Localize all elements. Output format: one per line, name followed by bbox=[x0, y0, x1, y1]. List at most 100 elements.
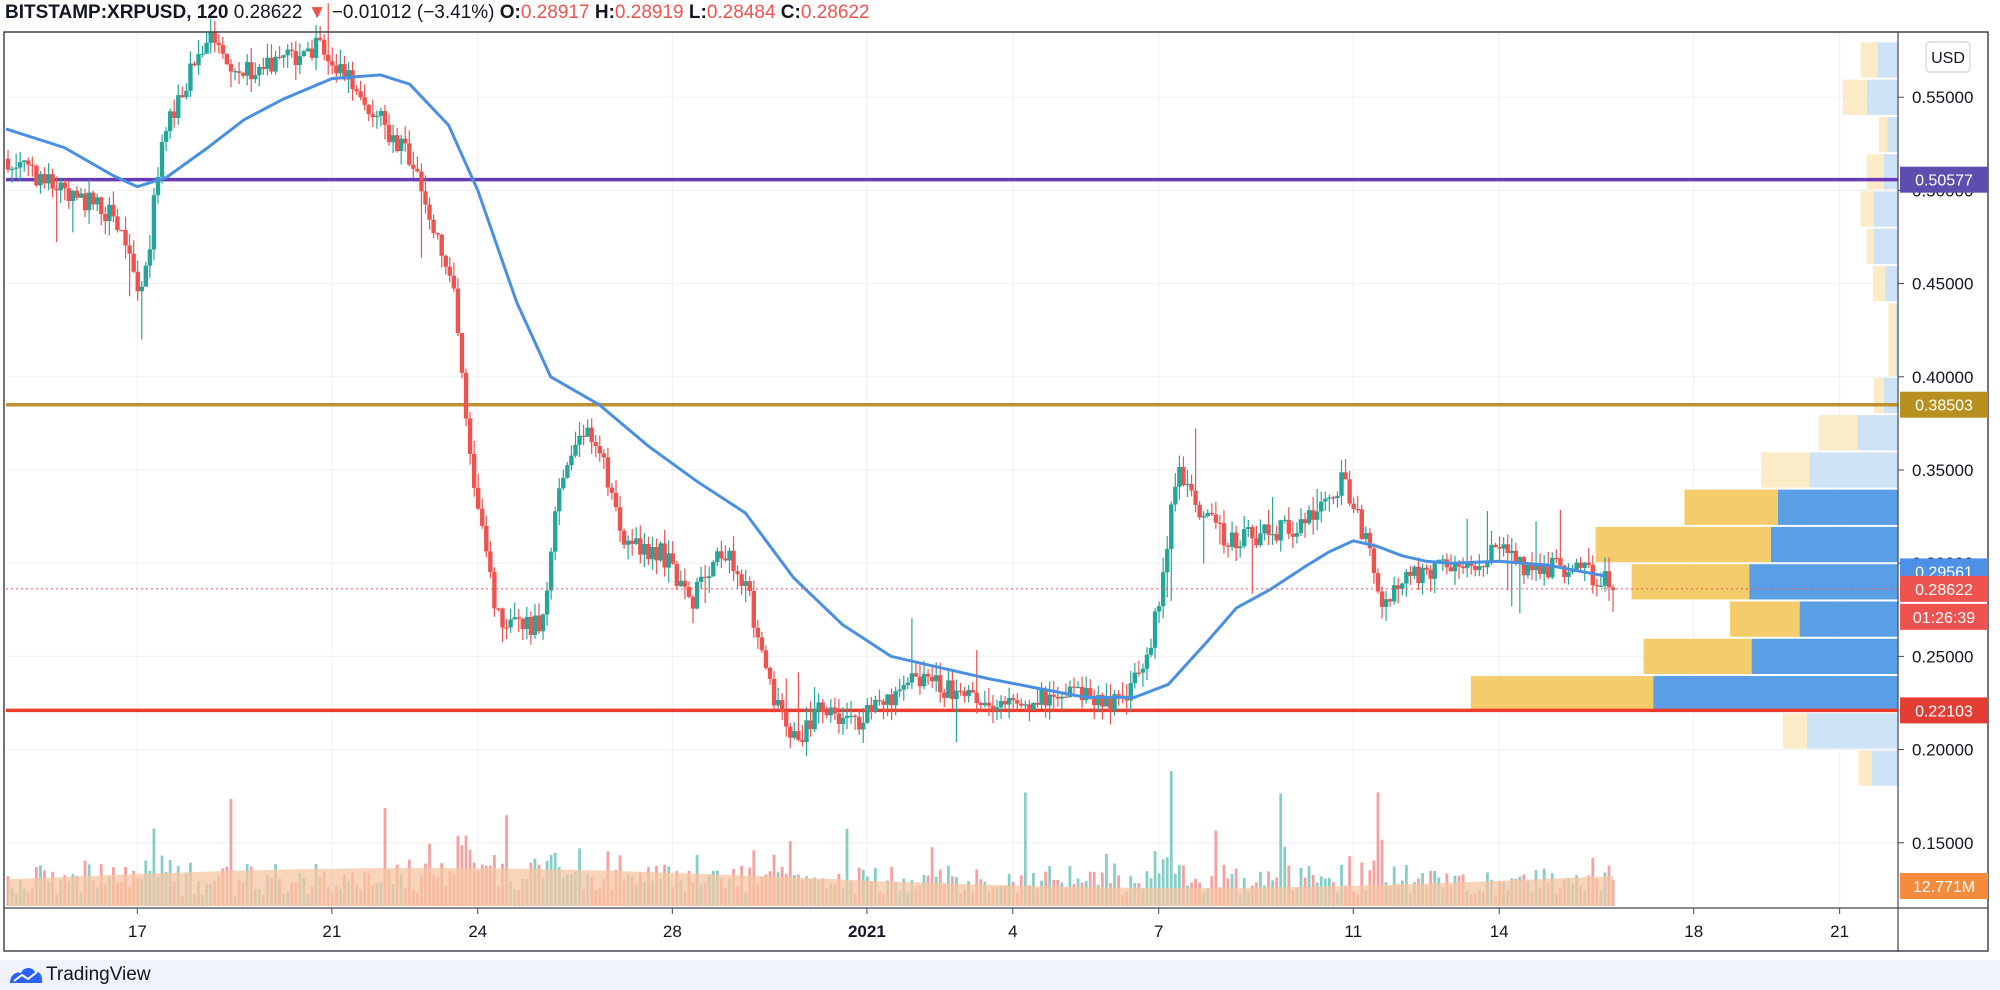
candle-body bbox=[42, 174, 47, 184]
candle-body bbox=[131, 253, 136, 272]
volume-profile-up bbox=[1684, 489, 1778, 525]
y-tick-label: 0.35000 bbox=[1912, 461, 1973, 480]
volume-bar bbox=[788, 841, 792, 906]
candle-body bbox=[1262, 524, 1267, 534]
volume-bar bbox=[1113, 863, 1116, 906]
candle-body bbox=[1047, 694, 1052, 706]
candle-body bbox=[1416, 566, 1421, 584]
candle-body bbox=[690, 596, 696, 609]
candle-body bbox=[1177, 466, 1182, 487]
candle-body bbox=[228, 64, 234, 72]
candle-body bbox=[727, 550, 732, 561]
candle-body bbox=[236, 71, 242, 73]
candle-body bbox=[702, 576, 708, 579]
candle-body bbox=[1541, 565, 1547, 574]
candle-body bbox=[1594, 585, 1600, 587]
level-price-label-bg bbox=[1900, 391, 1988, 418]
candle-body bbox=[484, 525, 489, 552]
candle-body bbox=[273, 56, 278, 72]
candle-body bbox=[642, 544, 647, 555]
candle-body bbox=[869, 704, 874, 712]
x-tick-label: 21 bbox=[1830, 922, 1849, 941]
volume-value-label-bg bbox=[1900, 873, 1988, 899]
candle-body bbox=[269, 57, 274, 72]
y-tick-label: 0.55000 bbox=[1912, 88, 1973, 107]
y-tick-label: 0.20000 bbox=[1912, 741, 1973, 760]
volume-profile-up bbox=[1860, 191, 1874, 227]
candle-body bbox=[321, 39, 327, 55]
y-tick-label: 0.40000 bbox=[1912, 368, 1973, 387]
price-chart[interactable]: 0.550000.500000.450000.400000.350000.300… bbox=[0, 0, 2000, 960]
candle-body bbox=[634, 538, 639, 544]
candle-body bbox=[475, 487, 481, 509]
candle-body bbox=[289, 49, 294, 52]
candle-body bbox=[370, 114, 376, 118]
volume-bar bbox=[1153, 851, 1157, 906]
volume-profile-down bbox=[1770, 526, 1898, 563]
candle-body bbox=[893, 691, 898, 706]
candle-body bbox=[1011, 697, 1016, 701]
candle-body bbox=[1339, 472, 1344, 496]
level-price-label: 0.22103 bbox=[1915, 703, 1973, 720]
volume-profile-up bbox=[1872, 265, 1885, 302]
candle-body bbox=[800, 739, 805, 742]
tradingview-logo-icon[interactable] bbox=[8, 963, 44, 985]
candle-body bbox=[163, 131, 169, 142]
candle-body bbox=[1112, 694, 1117, 710]
candle-body bbox=[1375, 573, 1381, 592]
candle-body bbox=[253, 75, 258, 80]
candle-body bbox=[317, 37, 323, 40]
low-value: 0.28484 bbox=[706, 2, 776, 23]
candle-body bbox=[719, 551, 724, 559]
volume-profile-down bbox=[1874, 228, 1898, 264]
candle-body bbox=[374, 115, 380, 118]
candle-body bbox=[1391, 585, 1397, 602]
candle-body bbox=[544, 590, 550, 615]
candle-body bbox=[334, 65, 339, 74]
candle-body bbox=[1229, 532, 1235, 547]
candle-body bbox=[698, 576, 704, 582]
candle-body bbox=[775, 700, 781, 706]
candle-body bbox=[74, 190, 80, 198]
volume-profile-up bbox=[1595, 526, 1771, 563]
candle-body bbox=[1464, 563, 1470, 569]
candle-body bbox=[1525, 564, 1531, 576]
candle-body bbox=[439, 234, 444, 256]
currency-button[interactable]: USD bbox=[1925, 41, 1971, 73]
candle-body bbox=[1379, 591, 1385, 607]
candle-body bbox=[192, 63, 197, 66]
volume-bar bbox=[1283, 846, 1287, 906]
candle-body bbox=[1582, 562, 1587, 568]
price-axis[interactable]: 0.550000.500000.450000.400000.350000.300… bbox=[1898, 88, 1973, 853]
candle-body bbox=[382, 111, 388, 125]
tradingview-brand[interactable]: TradingView bbox=[46, 964, 151, 985]
horizontal-levels[interactable] bbox=[6, 177, 1898, 713]
candle-body bbox=[1043, 689, 1048, 706]
candle-body bbox=[398, 138, 404, 151]
candle-body bbox=[358, 91, 363, 98]
candle-body bbox=[167, 111, 173, 132]
candle-body bbox=[824, 711, 829, 716]
candle-body bbox=[38, 174, 43, 186]
candle-body bbox=[901, 685, 906, 690]
candle-body bbox=[1100, 694, 1105, 707]
candle-body bbox=[654, 547, 659, 561]
time-axis[interactable]: 17 21 24 28 2021 4 7 11 14 18 21 bbox=[128, 908, 1849, 941]
volume-bar bbox=[229, 798, 233, 906]
candle-body bbox=[650, 547, 655, 560]
candle-body bbox=[1586, 562, 1591, 565]
volume-bar bbox=[1182, 865, 1185, 906]
symbol-name[interactable]: BITSTAMP:XRPUSD, 120 bbox=[5, 2, 229, 23]
candle-body bbox=[548, 551, 554, 591]
candle-body bbox=[954, 690, 959, 700]
currency-label: USD bbox=[1931, 50, 1965, 67]
candle-body bbox=[1209, 512, 1215, 515]
candle-body bbox=[1408, 571, 1413, 576]
candle-body bbox=[1148, 647, 1154, 655]
volume-profile-up bbox=[1858, 750, 1872, 786]
candle-body bbox=[1156, 606, 1162, 612]
grid bbox=[6, 32, 1898, 908]
candle-body bbox=[1335, 495, 1340, 499]
candle-body bbox=[58, 182, 63, 191]
candle-body bbox=[1598, 585, 1604, 588]
